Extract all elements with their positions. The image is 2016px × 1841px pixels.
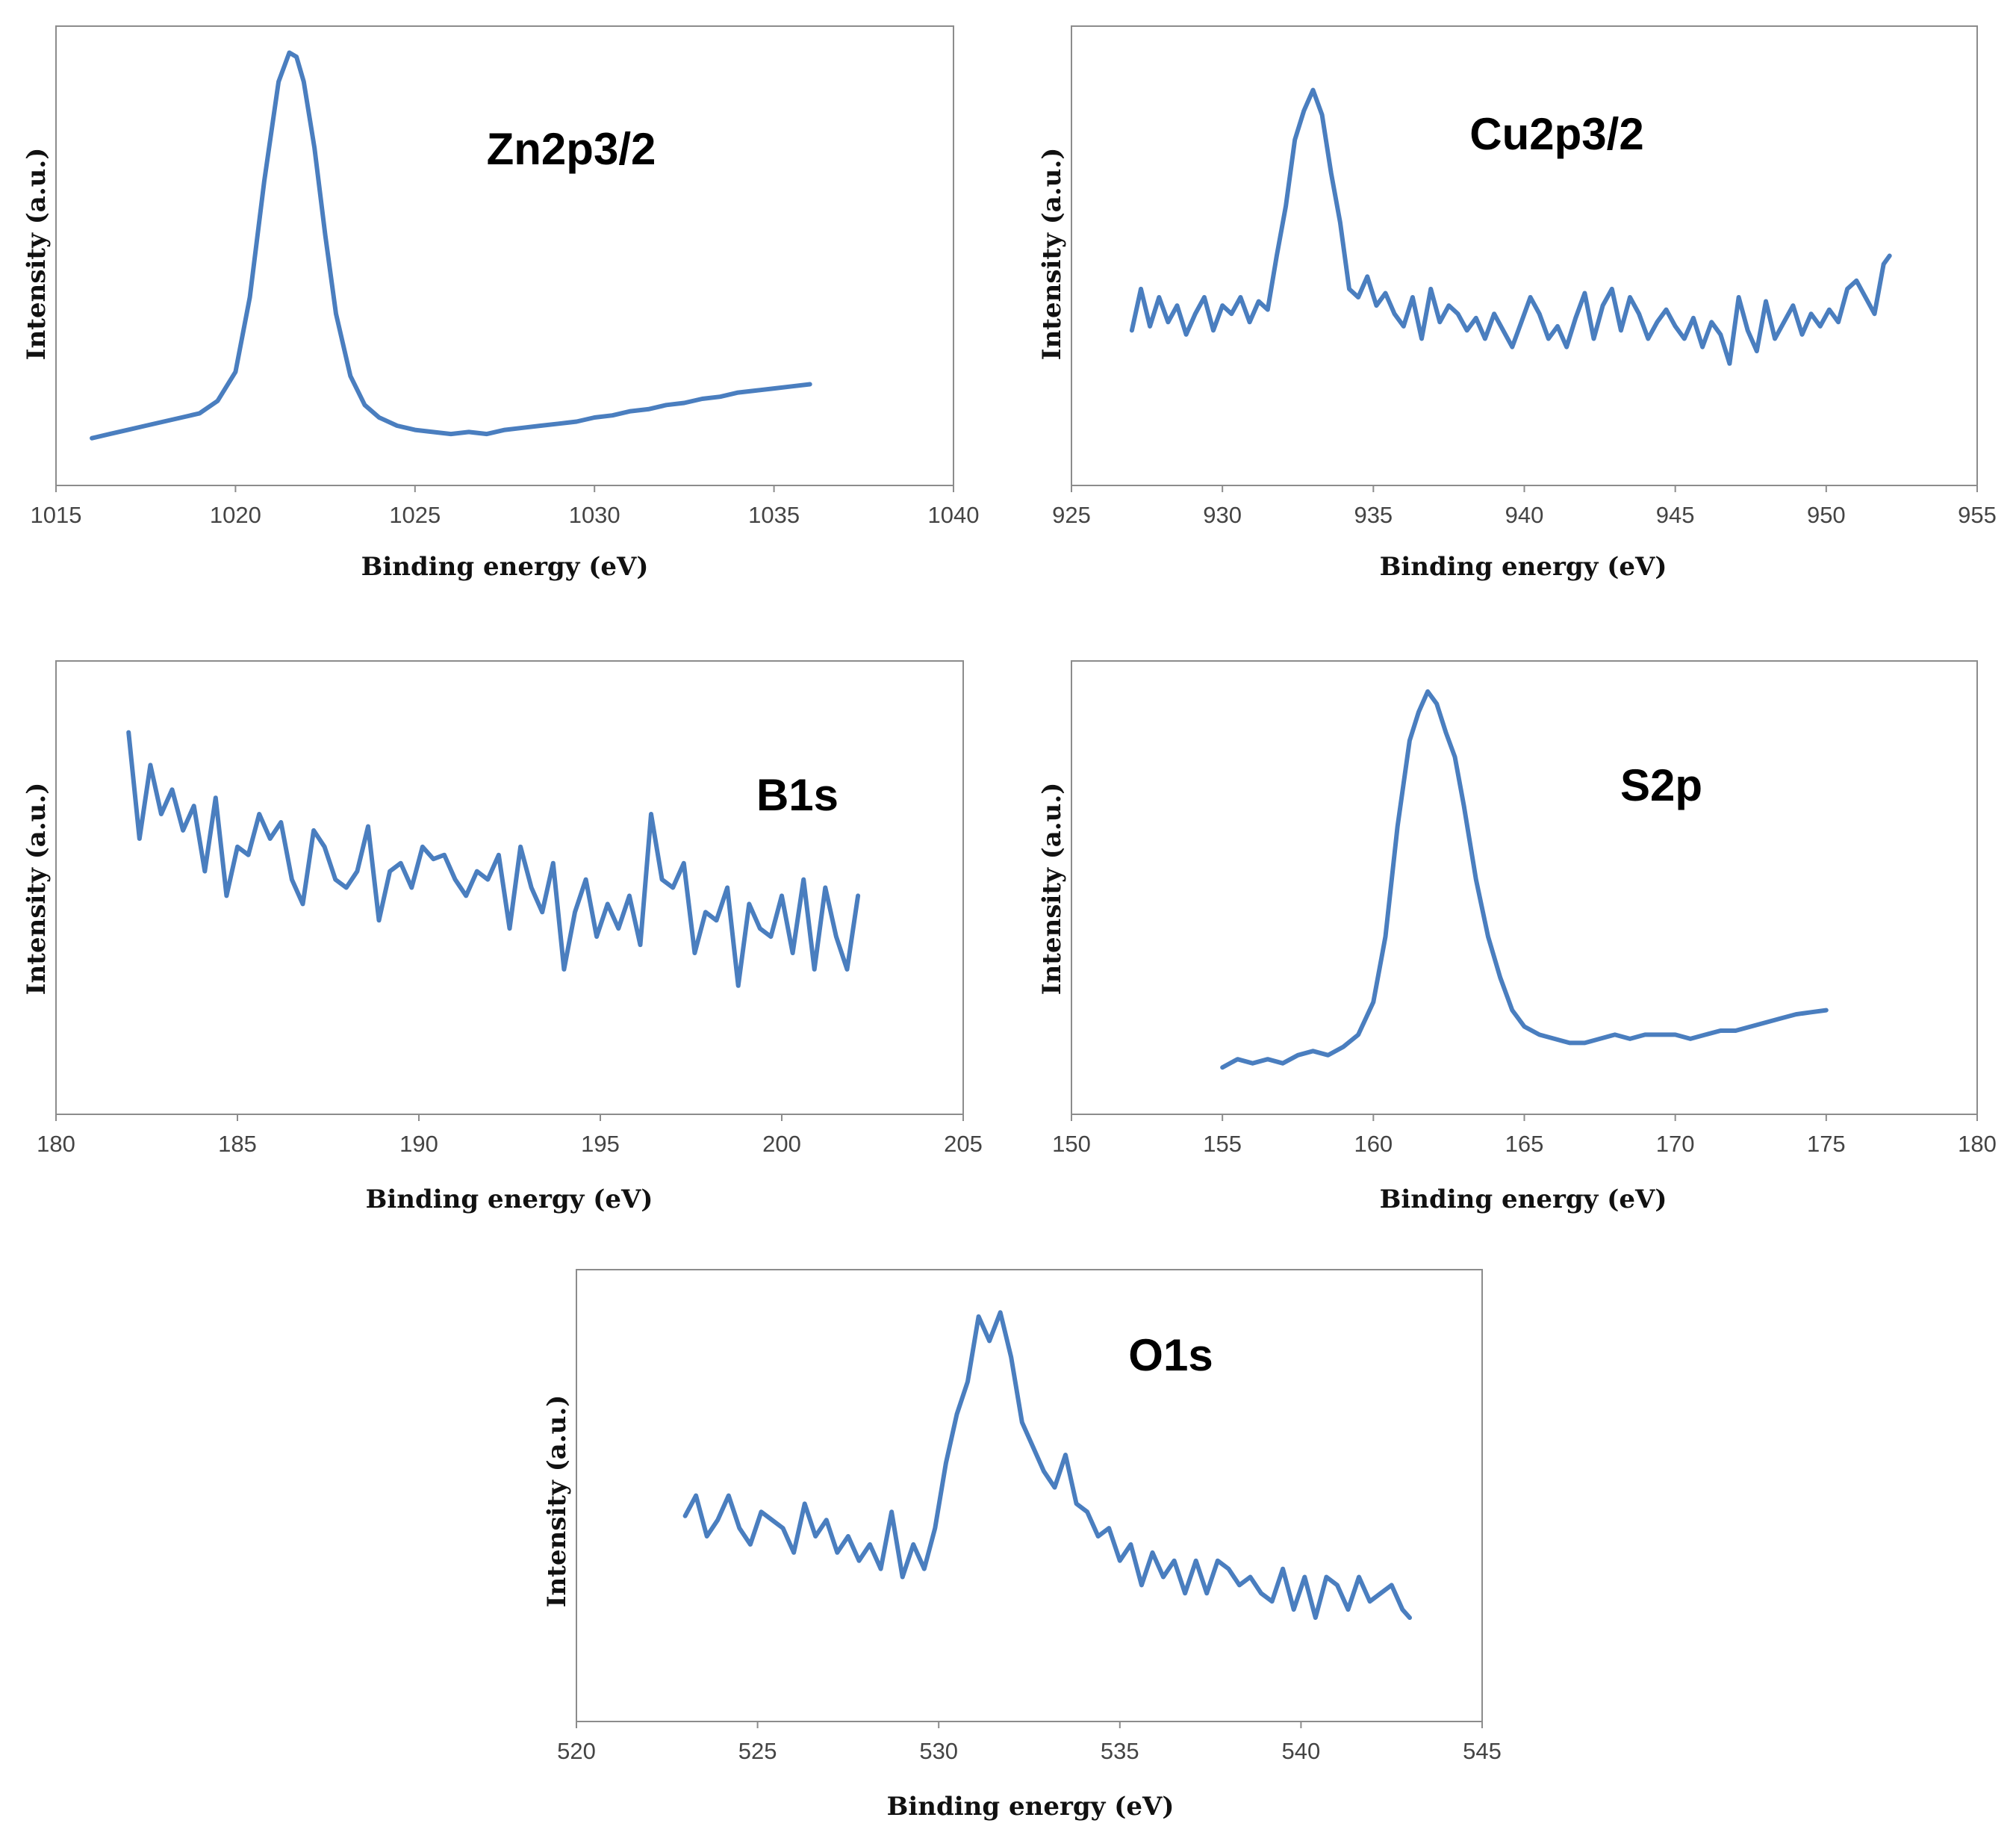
x-axis-label: Binding energy (eV): [361, 552, 649, 582]
x-tick-label: 155: [1203, 1131, 1242, 1157]
x-tick-label: 180: [1958, 1131, 1997, 1157]
x-tick-label: 205: [944, 1131, 983, 1157]
x-tick-label: 945: [1656, 502, 1695, 528]
x-axis-ticks: 150 155 160 165 170 175 180: [1052, 1114, 1997, 1157]
y-axis-label: Intensity (a.u.): [542, 1395, 572, 1608]
x-axis-ticks: 520 525 530 535 540 545: [557, 1722, 1502, 1764]
plot-frame: [1071, 25, 1978, 486]
x-tick-label: 175: [1807, 1131, 1846, 1157]
x-tick-label: 535: [1101, 1738, 1139, 1764]
x-tick-label: 520: [557, 1738, 596, 1764]
x-tick-label: 200: [762, 1131, 801, 1157]
chart-title: O1s: [1128, 1330, 1213, 1380]
chart-title: Zn2p3/2: [487, 124, 656, 174]
x-tick-label: 525: [738, 1738, 777, 1764]
x-axis-ticks: 925 930 935 940 945 950 955: [1052, 485, 1997, 528]
x-tick-label: 165: [1505, 1131, 1544, 1157]
x-tick-label: 540: [1282, 1738, 1321, 1764]
series-line-zn2p3-2: [90, 50, 812, 441]
series-line-o1s: [682, 1310, 1412, 1620]
y-axis-label: Intensity (a.u.): [22, 783, 52, 996]
x-tick-label: 190: [399, 1131, 438, 1157]
x-tick-label: 1030: [569, 502, 620, 528]
chart-title: S2p: [1620, 760, 1702, 810]
x-tick-label: 1025: [389, 502, 441, 528]
y-axis-label: Intensity (a.u.): [1037, 148, 1067, 361]
series-line-s2p: [1220, 689, 1829, 1070]
x-tick-label: 1015: [31, 502, 82, 528]
x-tick-label: 530: [919, 1738, 958, 1764]
panel-s2p: S2p Binding energy (eV) Intensity (a.u.)…: [1037, 660, 1997, 1214]
x-tick-label: 935: [1354, 502, 1393, 528]
x-tick-label: 950: [1807, 502, 1846, 528]
chart-title: B1s: [756, 770, 839, 820]
x-tick-label: 1020: [210, 502, 261, 528]
plot-frame: [576, 1269, 1483, 1722]
panel-o1s: O1s Binding energy (eV) Intensity (a.u.)…: [542, 1269, 1502, 1822]
series-line-cu2p3-2: [1129, 87, 1892, 366]
y-axis-label: Intensity (a.u.): [1037, 783, 1067, 996]
x-tick-label: 170: [1656, 1131, 1695, 1157]
x-axis-label: Binding energy (eV): [1380, 1185, 1667, 1214]
x-tick-label: 160: [1354, 1131, 1393, 1157]
x-axis-ticks: 1015 1020 1025 1030 1035 1040: [31, 485, 980, 528]
x-axis-label: Binding energy (eV): [887, 1792, 1175, 1822]
series-line-b1s: [126, 730, 861, 988]
x-tick-label: 930: [1203, 502, 1242, 528]
plot-frame: [1071, 660, 1978, 1115]
x-tick-label: 955: [1958, 502, 1997, 528]
y-axis-label: Intensity (a.u.): [22, 148, 52, 361]
x-tick-label: 925: [1052, 502, 1091, 528]
x-tick-label: 180: [37, 1131, 75, 1157]
x-tick-label: 150: [1052, 1131, 1091, 1157]
x-tick-label: 545: [1463, 1738, 1502, 1764]
x-tick-label: 195: [581, 1131, 620, 1157]
plot-frame: [55, 660, 964, 1115]
chart-title: Cu2p3/2: [1469, 109, 1643, 159]
x-tick-label: 1040: [928, 502, 980, 528]
x-tick-label: 1035: [748, 502, 800, 528]
x-axis-ticks: 180 185 190 195 200 205: [37, 1114, 983, 1157]
panel-b1s: B1s Binding energy (eV) Intensity (a.u.)…: [22, 660, 983, 1214]
x-axis-label: Binding energy (eV): [366, 1185, 653, 1214]
x-tick-label: 940: [1505, 502, 1544, 528]
panel-zn2p3-2: Zn2p3/2 Binding energy (eV) Intensity (a…: [22, 25, 980, 582]
x-tick-label: 185: [218, 1131, 257, 1157]
panel-cu2p3-2: Cu2p3/2 Binding energy (eV) Intensity (a…: [1037, 25, 1997, 582]
x-axis-label: Binding energy (eV): [1380, 552, 1667, 582]
